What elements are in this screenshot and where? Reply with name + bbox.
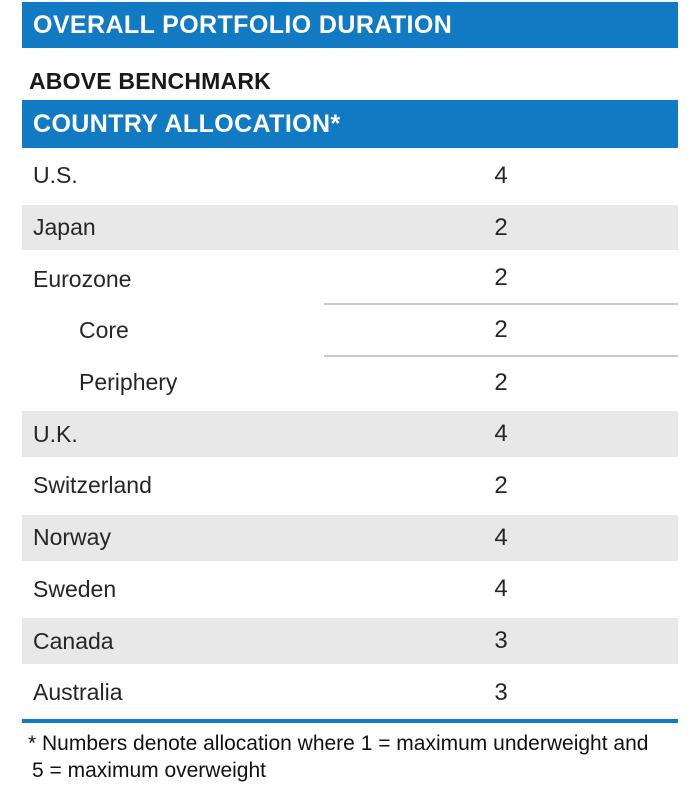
row-label: Switzerland — [33, 472, 152, 499]
footnote-divider-rule — [22, 718, 678, 723]
table-row-sweden: Sweden 4 — [22, 563, 678, 616]
section-header-title: OVERALL PORTFOLIO DURATION — [33, 10, 453, 39]
row-label: Norway — [33, 524, 111, 551]
table-row-eurozone: Eurozone 2 — [22, 253, 678, 306]
country-allocation-table: U.S. 4 Japan 2 Eurozone 2 Core 2 Periphe… — [22, 150, 678, 719]
duration-status-text: ABOVE BENCHMARK — [22, 62, 678, 100]
row-value: 2 — [324, 305, 678, 357]
row-label: Core — [79, 317, 129, 344]
table-row-uk: U.K. 4 — [22, 408, 678, 461]
footnote: * Numbers denote allocation where 1 = ma… — [22, 723, 678, 784]
footnote-line-1: * Numbers denote allocation where 1 = ma… — [28, 731, 649, 755]
table-row-core: Core 2 — [22, 305, 678, 357]
table-row-australia: Australia 3 — [22, 666, 678, 719]
row-value: 3 — [494, 627, 508, 655]
row-label: Eurozone — [33, 265, 132, 292]
row-value: 4 — [494, 161, 508, 189]
row-label: U.S. — [33, 162, 78, 189]
row-label: Periphery — [79, 369, 178, 396]
table-row-periphery: Periphery 2 — [22, 356, 678, 409]
row-value: 2 — [494, 471, 508, 499]
section-header-country-allocation: COUNTRY ALLOCATION* — [22, 100, 678, 148]
row-value: 4 — [494, 420, 508, 448]
row-label: Japan — [33, 214, 96, 241]
table-row-us: U.S. 4 — [22, 150, 678, 202]
table-row-canada: Canada 3 — [22, 615, 678, 667]
row-label: Sweden — [33, 575, 117, 602]
table-row-switzerland: Switzerland 2 — [22, 460, 678, 512]
duration-status-label: ABOVE BENCHMARK — [29, 67, 271, 94]
row-value: 2 — [494, 368, 508, 396]
row-label: Canada — [33, 627, 114, 654]
row-value: 3 — [494, 678, 508, 706]
row-label: U.K. — [33, 420, 78, 447]
table-row-japan: Japan 2 — [22, 201, 678, 254]
footnote-line-2: 5 = maximum overweight — [32, 758, 267, 782]
row-value: 4 — [494, 575, 508, 603]
row-label: Australia — [33, 679, 123, 706]
table-row-norway: Norway 4 — [22, 511, 678, 564]
row-value: 4 — [494, 523, 508, 551]
row-value: 2 — [324, 253, 678, 306]
section-header-title: COUNTRY ALLOCATION* — [33, 109, 341, 138]
row-value: 2 — [494, 213, 508, 241]
page: OVERALL PORTFOLIO DURATION ABOVE BENCHMA… — [22, 0, 678, 784]
section-header-overall-portfolio-duration: OVERALL PORTFOLIO DURATION — [22, 2, 678, 48]
